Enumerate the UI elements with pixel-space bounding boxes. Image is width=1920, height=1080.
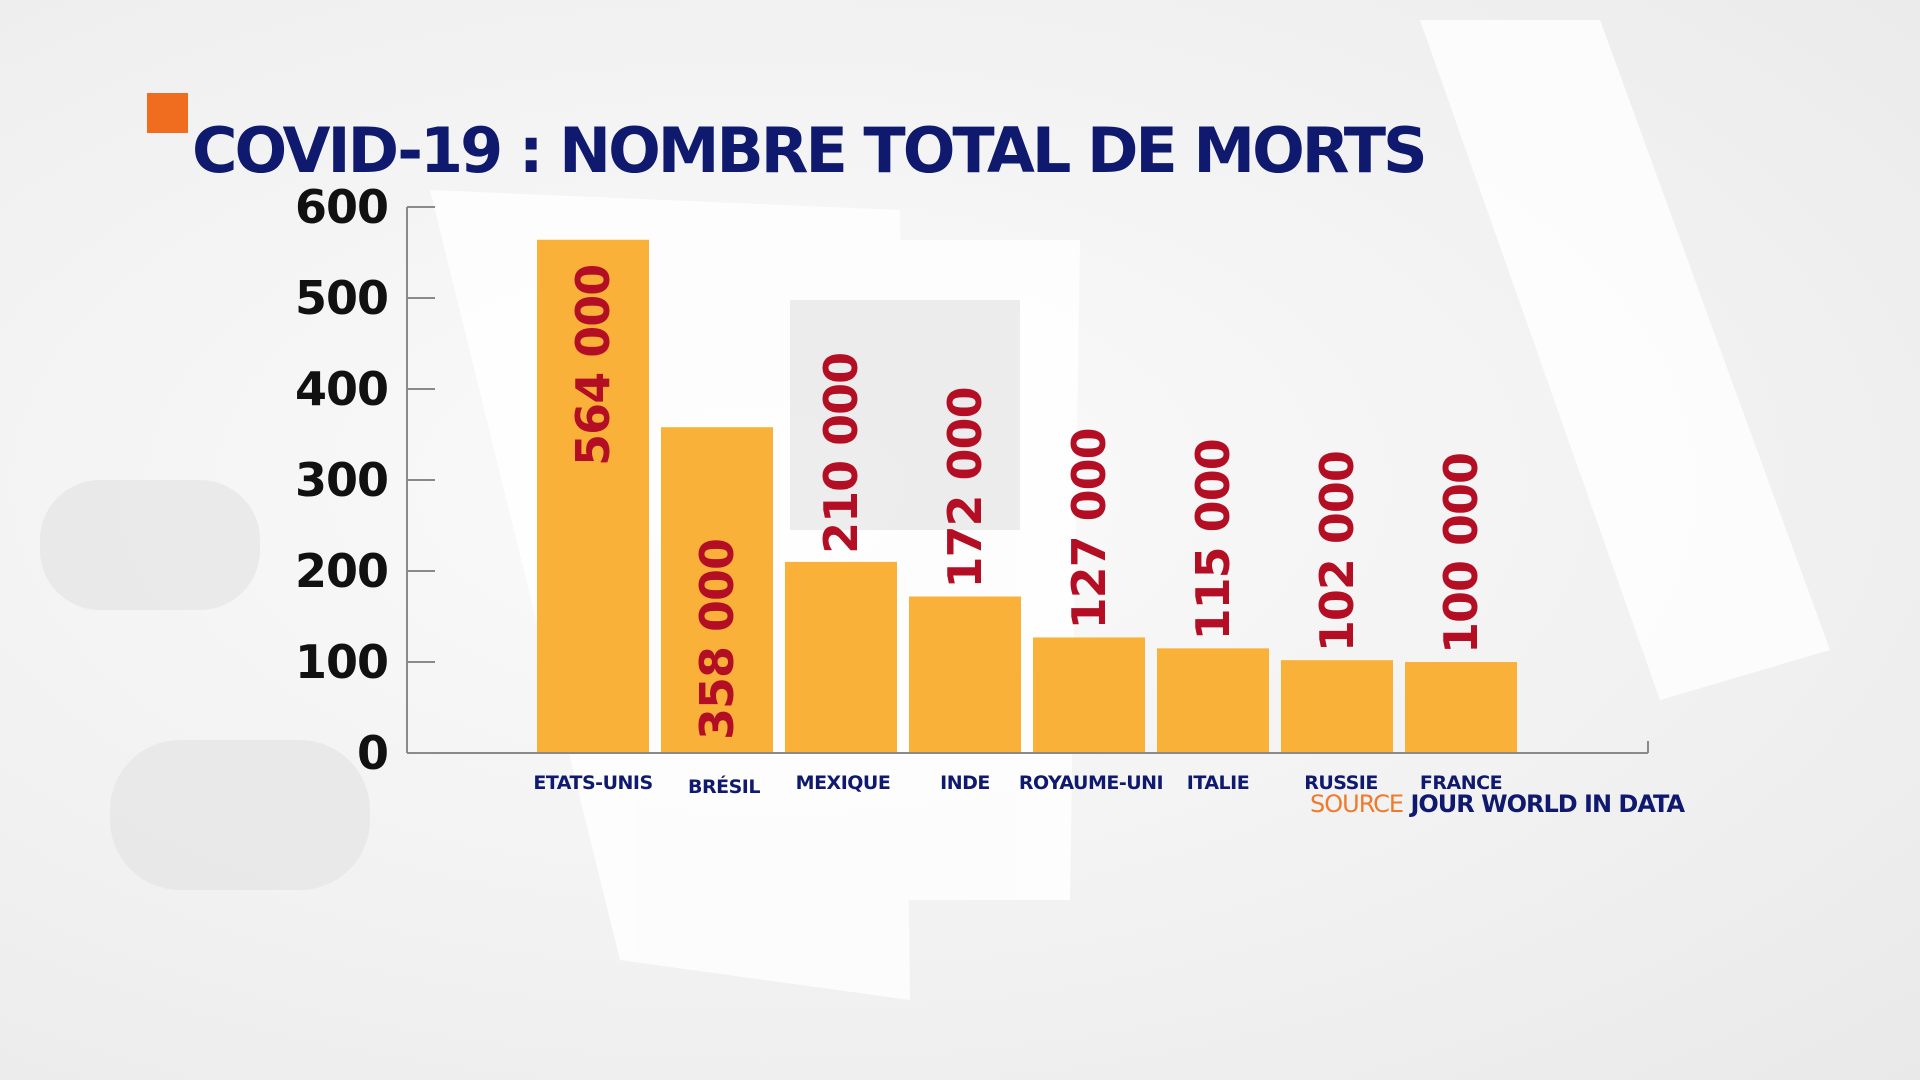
y-tick-label: 500 — [295, 271, 388, 325]
bar — [909, 596, 1021, 753]
bar-data-label: 172 000 — [938, 387, 992, 588]
bar — [785, 561, 897, 753]
source-label: SOURCE — [1310, 790, 1404, 818]
x-tick-label: FRANCE — [1420, 772, 1502, 794]
y-tick-label: 400 — [295, 362, 388, 416]
source-value: JOUR WORLD IN DATA — [1410, 790, 1685, 818]
bar-data-label: 127 000 — [1062, 428, 1116, 629]
x-axis: ETATS-UNIS BRÉSIL MEXIQUE INDE ROYAUME-UNI IT… — [407, 741, 1649, 798]
bar — [1157, 648, 1269, 753]
bar-data-label: 358 000 — [690, 539, 744, 740]
chart-title: COVID-19 : NOMBRE TOTAL DE MORTS — [192, 114, 1428, 187]
y-tick-label: 300 — [295, 453, 388, 507]
x-tick-label: MEXIQUE — [796, 772, 891, 794]
source-credit: SOURCE JOUR WORLD IN DATA — [1310, 790, 1685, 818]
x-tick-label: RUSSIE — [1304, 772, 1378, 794]
y-tick-label: 100 — [295, 635, 388, 689]
bar-data-label: 564 000 — [566, 265, 620, 466]
bar-data-label: 115 000 — [1186, 439, 1240, 640]
x-tick-label: ROYAUME-UNI — [1019, 772, 1163, 794]
y-axis: 0 100 200 300 400 500 600 — [295, 180, 435, 780]
x-tick-label: BRÉSIL — [688, 775, 760, 798]
bar-data-label: 100 000 — [1434, 453, 1488, 654]
bar — [537, 239, 649, 753]
bar-data-label: 102 000 — [1310, 451, 1364, 652]
x-tick-label: ITALIE — [1187, 772, 1249, 794]
bar — [1281, 660, 1393, 753]
y-tick-label: 0 — [357, 726, 388, 780]
bar — [661, 427, 773, 753]
y-tick-label: 200 — [295, 544, 388, 598]
title-accent-square — [147, 93, 188, 133]
x-tick-label: INDE — [940, 772, 990, 794]
bar — [1033, 637, 1145, 753]
bar — [1405, 662, 1517, 753]
bar-data-label: 210 000 — [814, 353, 868, 554]
y-tick-label: 600 — [295, 180, 388, 234]
bars: 564 000 358 000 210 000 172 000 127 000 115 0… — [537, 239, 1517, 753]
x-tick-label: ETATS-UNIS — [533, 772, 652, 794]
